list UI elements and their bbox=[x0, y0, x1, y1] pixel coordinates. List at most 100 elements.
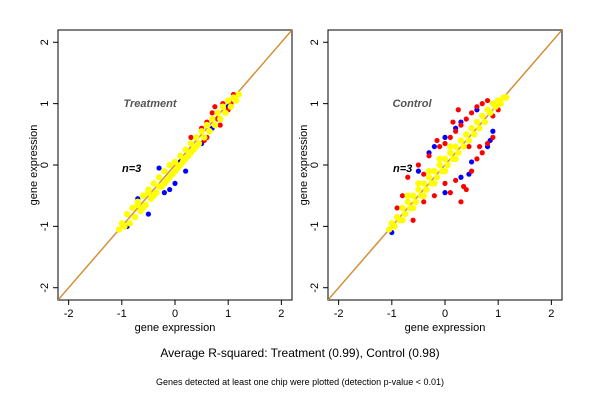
yellow-point bbox=[201, 134, 208, 141]
red-point bbox=[461, 183, 467, 190]
yellow-point bbox=[460, 143, 467, 150]
x-axis-label: gene expression bbox=[135, 322, 216, 334]
y-tick-label: -2 bbox=[39, 283, 51, 293]
yellow-point bbox=[441, 155, 449, 163]
yellow-point bbox=[433, 174, 441, 181]
blue-point bbox=[145, 211, 152, 217]
panel-title: Control bbox=[392, 98, 432, 110]
panel-title: Treatment bbox=[124, 98, 178, 110]
yellow-point bbox=[447, 149, 454, 156]
red-point bbox=[437, 143, 443, 150]
red-point bbox=[217, 122, 223, 128]
red-point bbox=[212, 104, 218, 110]
y-tick-label: 0 bbox=[309, 162, 321, 168]
yellow-point bbox=[155, 174, 163, 181]
red-point bbox=[484, 140, 491, 147]
red-point bbox=[455, 107, 461, 113]
yellow-point bbox=[452, 143, 459, 150]
yellow-point bbox=[150, 180, 157, 187]
yellow-point bbox=[457, 137, 465, 144]
x-tick-label: 0 bbox=[172, 308, 178, 320]
y-tick-label: -1 bbox=[309, 221, 321, 231]
yellow-point bbox=[182, 146, 189, 153]
control-panel: -2 -1 0 1 2 -2 -1 0 1 2 Control n=3 gene expressi… bbox=[298, 29, 563, 334]
yellow-point bbox=[436, 161, 443, 169]
red-point bbox=[479, 101, 485, 107]
red-point bbox=[415, 162, 422, 168]
blue-point bbox=[415, 168, 422, 174]
red-point bbox=[490, 134, 496, 140]
x-tick-label: -2 bbox=[64, 308, 74, 320]
yellow-point bbox=[425, 167, 433, 175]
axis-ticks: -2 -1 0 1 2 -2 -1 0 1 2 bbox=[39, 39, 284, 320]
red-point bbox=[468, 168, 475, 174]
red-point bbox=[442, 140, 448, 147]
x-tick-label: 0 bbox=[442, 308, 448, 320]
x-tick-label: 2 bbox=[278, 308, 284, 320]
yellow-point bbox=[177, 161, 184, 169]
yellow-point bbox=[447, 143, 454, 150]
yellow-point bbox=[131, 213, 139, 221]
y-tick-label: -2 bbox=[309, 283, 321, 293]
red-point bbox=[405, 174, 411, 180]
yellow-point bbox=[209, 115, 216, 123]
blue-point bbox=[167, 186, 173, 193]
x-tick-label: -1 bbox=[387, 308, 397, 320]
yellow-point bbox=[182, 155, 189, 163]
yellow-point bbox=[412, 198, 419, 206]
red-point bbox=[466, 143, 472, 150]
yellow-point bbox=[415, 186, 422, 193]
yellow-point bbox=[217, 115, 224, 123]
red-point bbox=[447, 134, 453, 140]
x-tick-label: -2 bbox=[334, 308, 344, 320]
yellow-point bbox=[479, 112, 486, 120]
yellow-point bbox=[431, 167, 438, 175]
blue-point bbox=[431, 143, 437, 150]
yellow-point bbox=[441, 167, 449, 175]
y-tick-label: 1 bbox=[309, 101, 321, 107]
yellow-point bbox=[425, 174, 433, 181]
yellow-point bbox=[187, 140, 195, 147]
footnote: Genes detected at least one chip were pl… bbox=[156, 377, 444, 387]
sample-count-label: n=3 bbox=[393, 163, 412, 175]
x-axis-label: gene expression bbox=[405, 322, 486, 334]
red-point bbox=[476, 143, 483, 150]
yellow-point bbox=[129, 204, 136, 212]
yellow-point bbox=[404, 192, 411, 199]
yellow-point bbox=[465, 137, 473, 144]
treatment-panel: -2 -1 0 1 2 -2 -1 0 1 2 Treatment n=3 gene expres… bbox=[28, 29, 293, 334]
yellow-point bbox=[177, 152, 184, 159]
y-tick-label: 1 bbox=[39, 101, 51, 107]
yellow-point bbox=[476, 124, 483, 132]
yellow-point bbox=[232, 97, 240, 104]
yellow-point bbox=[224, 97, 232, 104]
red-point bbox=[431, 193, 437, 199]
yellow-point bbox=[420, 192, 427, 199]
yellow-point bbox=[399, 204, 406, 212]
yellow-point bbox=[171, 167, 179, 175]
yellow-point bbox=[401, 210, 409, 218]
red-point bbox=[463, 116, 469, 122]
red-point bbox=[421, 171, 427, 177]
blue-point bbox=[442, 134, 448, 140]
yellow-point bbox=[431, 180, 438, 187]
yellow-point bbox=[455, 149, 462, 156]
x-tick-label: 2 bbox=[548, 308, 554, 320]
red-point bbox=[479, 150, 485, 156]
yellow-point bbox=[452, 155, 459, 163]
yellow-point bbox=[155, 183, 163, 190]
yellow-point bbox=[436, 155, 443, 163]
y-tick-label: 0 bbox=[39, 162, 51, 168]
yellow-point bbox=[211, 121, 219, 129]
red-point bbox=[453, 177, 459, 183]
yellow-point bbox=[139, 192, 147, 199]
yellow-point bbox=[198, 128, 205, 135]
red-point bbox=[450, 119, 456, 125]
r-squared-summary: Average R-squared: Treatment (0.99), Con… bbox=[160, 346, 440, 360]
red-point bbox=[458, 199, 464, 205]
yellow-point bbox=[203, 121, 211, 129]
y-axis-label: gene expression bbox=[28, 125, 40, 206]
yellow-point bbox=[235, 91, 243, 98]
red-point bbox=[188, 134, 194, 140]
